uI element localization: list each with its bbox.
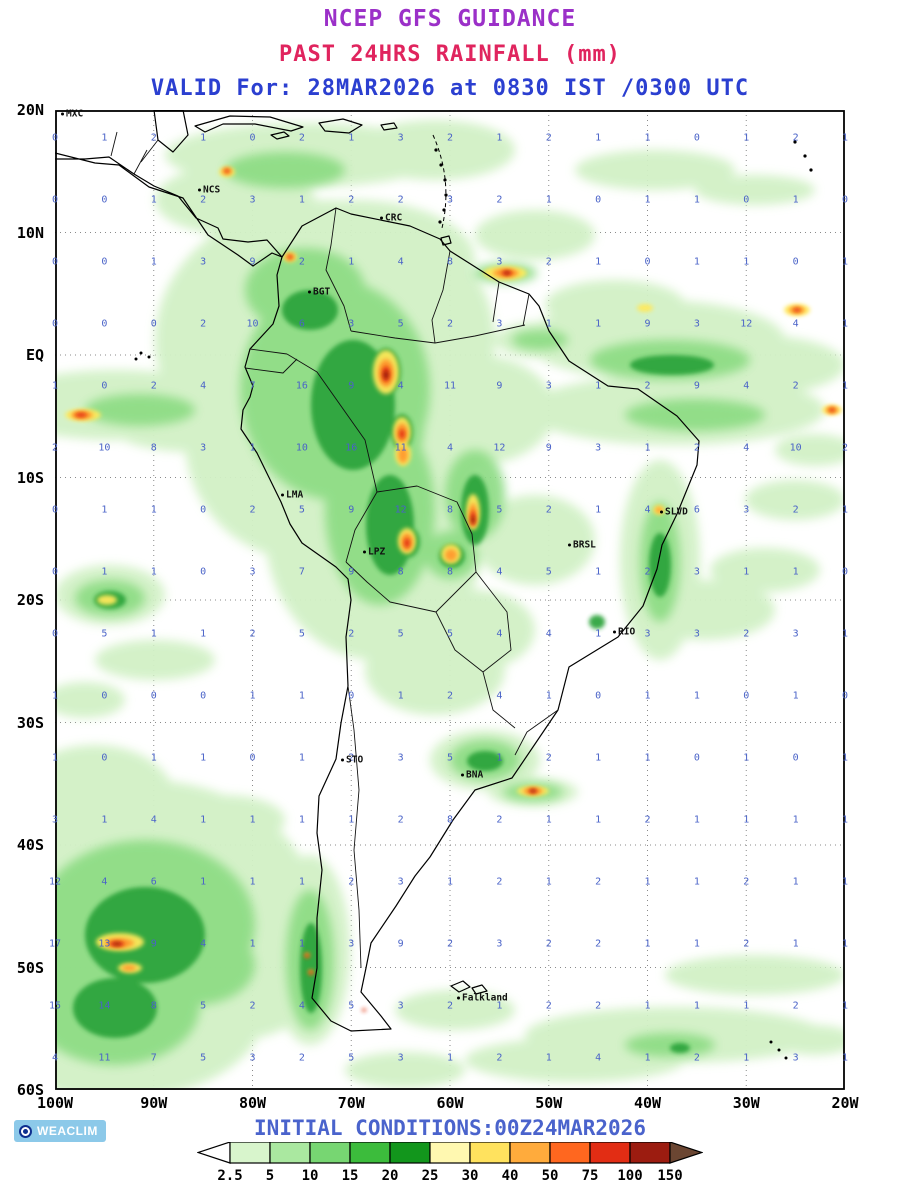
product-title: NCEP GFS GUIDANCE [323,6,577,32]
svg-text:20: 20 [382,1168,399,1184]
weaclim-logo-icon [19,1124,32,1138]
lat-label: 10N [16,223,44,242]
svg-text:100: 100 [617,1168,642,1184]
lon-label: 90W [140,1094,168,1112]
rainfall-colorbar: 2.5 5 10 15 20 25 30 40 50 75 100 150 [196,1141,704,1189]
lon-label: 30W [732,1094,760,1112]
country-borders [110,131,559,969]
lat-label: 50S [16,958,44,977]
lat-label: 30S [16,713,44,732]
lon-label: 20W [831,1094,859,1112]
svg-text:5: 5 [266,1168,274,1184]
lon-label: 60W [436,1094,464,1112]
lat-label: 20S [16,591,44,609]
field-title: PAST 24HRS RAINFALL (mm) [279,42,621,67]
svg-text:10: 10 [302,1168,319,1184]
map-border [55,110,845,1090]
svg-text:15: 15 [342,1168,359,1184]
latitude-axis: 20N 10N EQ 10S 20S 30S 40S 50S 60S [0,101,50,1099]
lon-label: 70W [337,1094,365,1112]
svg-text:75: 75 [582,1168,599,1184]
valid-time-title: VALID For: 28MAR2026 at 0830 IST /0300 U… [150,76,750,101]
weaclim-logo: WEACLIM [14,1120,106,1142]
lat-label: EQ [25,346,44,364]
svg-text:40: 40 [502,1168,519,1184]
svg-text:150: 150 [657,1168,682,1184]
lat-label: 10S [16,468,44,487]
svg-text:2.5: 2.5 [217,1168,242,1184]
svg-text:50: 50 [542,1168,559,1184]
lat-label: 60S [16,1081,44,1099]
initial-conditions: INITIAL CONDITIONS:00Z24MAR2026 [254,1116,646,1140]
lon-label: 40W [633,1094,662,1112]
map-svg [55,110,845,1090]
longitude-axis: 100W 90W 80W 70W 60W 50W 40W 30W 20W [37,1094,859,1114]
lon-label: 100W [36,1094,74,1112]
lon-label: 50W [535,1094,563,1112]
svg-text:30: 30 [462,1168,479,1184]
lat-label: 20N [16,101,44,119]
coastlines [55,110,700,1032]
weaclim-logo-text: WEACLIM [37,1124,98,1138]
small-islands [134,140,813,1060]
lat-label: 40S [16,836,44,854]
rain-shading [55,120,845,1090]
lon-label: 80W [238,1094,267,1112]
svg-text:25: 25 [422,1168,439,1184]
colorbar-svg: 2.5 5 10 15 20 25 30 40 50 75 100 150 [196,1141,704,1184]
